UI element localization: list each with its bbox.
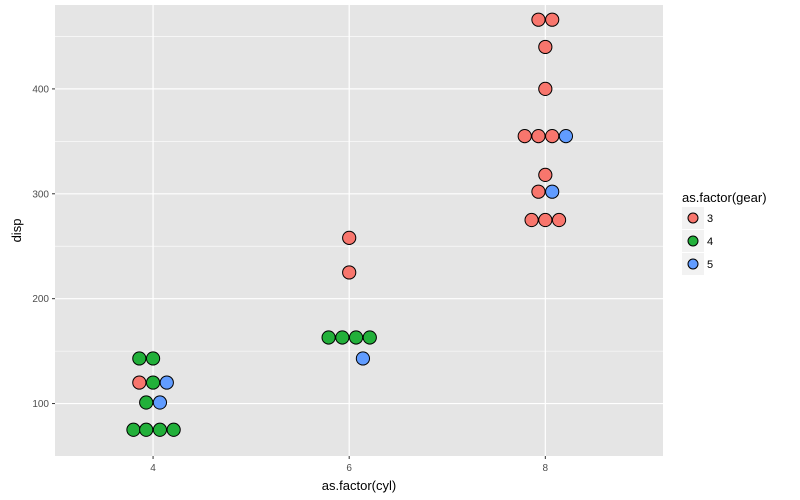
legend-label: 3 (707, 213, 713, 225)
data-point (348, 330, 364, 345)
x-tick-label: 8 (543, 463, 549, 474)
legend-entries: 3 4 5 (682, 207, 713, 275)
data-point (551, 212, 567, 228)
y-tick-label: 100 (32, 399, 49, 410)
data-point (355, 351, 371, 366)
data-point (139, 395, 154, 410)
data-point (159, 375, 174, 390)
data-point (342, 230, 357, 245)
data-point (139, 422, 154, 437)
legend-key (687, 258, 699, 270)
data-point (538, 39, 553, 55)
data-point (132, 351, 147, 366)
data-points (126, 12, 574, 437)
data-point (145, 351, 161, 366)
legend-key (687, 235, 699, 247)
data-point (145, 375, 161, 390)
y-tick-label: 400 (32, 84, 49, 95)
data-point (321, 330, 336, 345)
data-point (517, 129, 532, 144)
data-point (531, 12, 546, 27)
y-axis: 100 200 300 400 (32, 84, 55, 410)
y-tick-label: 300 (32, 189, 49, 200)
data-point (166, 422, 181, 437)
plot-panel (55, 5, 663, 456)
data-point (335, 330, 350, 345)
data-point (558, 129, 574, 144)
legend-key (687, 212, 699, 224)
data-point (132, 375, 147, 390)
data-point (524, 212, 539, 228)
y-tick-label: 200 (32, 294, 49, 305)
data-point (362, 330, 377, 345)
data-point (545, 12, 560, 27)
data-point (531, 129, 546, 144)
minor-grid (55, 36, 663, 352)
data-point (531, 184, 546, 199)
data-point (545, 129, 560, 144)
legend-label: 5 (707, 259, 713, 271)
data-point (538, 81, 553, 97)
x-tick-label: 6 (346, 463, 352, 474)
data-point (126, 422, 141, 437)
x-axis-title: as.factor(cyl) (322, 478, 396, 493)
data-point (152, 395, 168, 410)
data-point (342, 265, 357, 280)
legend: as.factor(gear) 3 4 5 (682, 190, 767, 275)
data-point (538, 167, 553, 183)
legend-label: 4 (707, 236, 713, 248)
y-axis-title: disp (9, 219, 24, 243)
data-point (152, 422, 168, 437)
legend-title: as.factor(gear) (682, 190, 767, 205)
x-tick-label: 4 (150, 463, 156, 474)
data-point (545, 184, 560, 199)
data-point (538, 212, 553, 228)
x-axis: 4 6 8 (150, 456, 549, 474)
